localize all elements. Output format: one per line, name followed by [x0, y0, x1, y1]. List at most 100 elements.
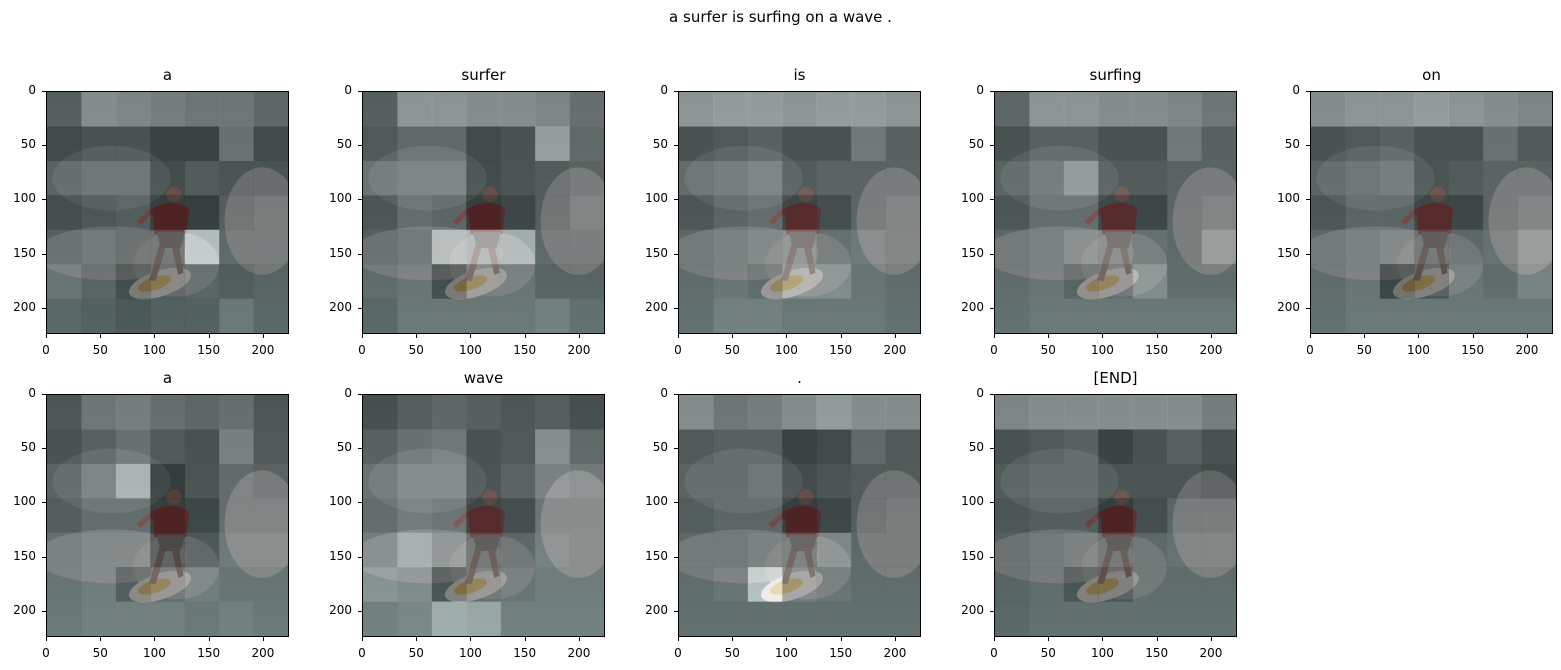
attention-cell — [115, 264, 151, 299]
attention-cell — [219, 92, 254, 127]
attention-cell — [431, 395, 467, 430]
x-tick-mark — [524, 637, 526, 641]
attention-cell — [47, 463, 82, 499]
x-tick-label: 50 — [1040, 646, 1056, 660]
x-tick-mark — [1102, 334, 1104, 338]
y-tick-label: 0 — [28, 83, 36, 97]
attention-cell — [150, 463, 186, 499]
attention-cell — [466, 160, 502, 196]
x-tick-label: 200 — [1199, 646, 1223, 660]
y-tick-label: 0 — [660, 386, 668, 400]
x-tick-label: 200 — [251, 343, 275, 357]
attention-cell — [1029, 195, 1065, 231]
attention-cell — [184, 160, 220, 196]
y-tick-label: 0 — [976, 386, 984, 400]
attention-cell — [1063, 264, 1099, 299]
attention-cell — [995, 195, 1030, 231]
attention-cell — [466, 498, 502, 534]
x-tick-mark — [1102, 637, 1104, 641]
attention-cell — [1201, 298, 1236, 333]
x-tick-label: 0 — [674, 343, 682, 357]
attention-cell — [1379, 264, 1415, 299]
x-tick-label: 150 — [829, 646, 853, 660]
attention-cell — [500, 395, 536, 430]
attention-cell — [1029, 229, 1065, 265]
attention-cell — [397, 567, 433, 602]
attention-cell — [995, 229, 1030, 265]
attention-cell — [47, 160, 82, 196]
attention-cell — [150, 429, 186, 465]
attention-cell — [115, 532, 151, 568]
y-tick-mark — [358, 610, 362, 612]
attention-cell — [1029, 298, 1065, 333]
attention-cell — [1167, 429, 1202, 465]
attention-cell — [81, 298, 117, 333]
attention-cell — [1029, 264, 1065, 299]
attention-cell — [535, 126, 570, 162]
attention-cell — [466, 429, 502, 465]
attention-cell — [150, 395, 186, 430]
attention-cell — [184, 567, 220, 602]
attention-cell — [431, 298, 467, 333]
attention-cell — [1201, 498, 1236, 534]
attention-cell — [431, 601, 467, 636]
attention-cell — [995, 126, 1030, 162]
attention-cell — [253, 567, 288, 602]
attention-cell — [1517, 126, 1552, 162]
attention-cell — [253, 498, 288, 534]
y-tick-label: 200 — [645, 602, 668, 617]
attention-cell — [1345, 126, 1381, 162]
attention-cell — [431, 463, 467, 499]
attention-cell — [1483, 126, 1518, 162]
attention-panel: a 0 50 100 150 200 0 50 100 150 200 — [13, 369, 289, 660]
x-tick-label: 200 — [567, 343, 591, 357]
attention-cell — [851, 567, 886, 602]
attention-cell — [1167, 195, 1202, 231]
attention-cell — [569, 195, 604, 231]
attention-cell — [253, 601, 288, 636]
x-tick-mark — [894, 334, 896, 338]
y-tick-label: 100 — [961, 191, 984, 206]
attention-cell — [1517, 298, 1552, 333]
x-tick-label: 200 — [1515, 343, 1539, 357]
y-tick-mark — [990, 253, 994, 255]
attention-cell — [885, 264, 920, 299]
attention-cell — [1029, 463, 1065, 499]
attention-cell — [782, 601, 818, 636]
attention-image — [678, 394, 921, 637]
y-tick-mark — [674, 610, 678, 612]
attention-cell — [1063, 463, 1099, 499]
attention-cell — [569, 298, 604, 333]
attention-cell — [1098, 229, 1134, 265]
attention-cell — [115, 195, 151, 231]
attention-cell — [1448, 195, 1484, 231]
attention-cell — [851, 395, 886, 430]
x-tick-mark — [1048, 334, 1050, 338]
x-tick-mark — [1156, 637, 1158, 641]
attention-cell — [1132, 601, 1168, 636]
attention-cell — [1201, 429, 1236, 465]
x-tick-mark — [786, 637, 788, 641]
attention-image — [362, 91, 605, 334]
attention-cell — [1167, 92, 1202, 127]
x-tick-label: 100 — [1091, 646, 1114, 660]
y-tick-label: 200 — [13, 299, 36, 314]
attention-cell — [713, 498, 749, 534]
attention-cell — [851, 498, 886, 534]
x-tick-mark — [524, 334, 526, 338]
attention-cell — [747, 463, 783, 499]
attention-cell — [1201, 126, 1236, 162]
y-tick-mark — [358, 253, 362, 255]
attention-cell — [569, 463, 604, 499]
y-tick-mark — [1306, 307, 1310, 309]
x-tick-label: 100 — [143, 646, 166, 660]
attention-cell — [47, 195, 82, 231]
attention-cell — [81, 395, 117, 430]
attention-cell — [184, 195, 220, 231]
x-tick-label: 0 — [42, 343, 50, 357]
attention-cell — [851, 532, 886, 568]
y-tick-label: 50 — [336, 440, 352, 455]
y-tick-mark — [674, 394, 678, 395]
panel-title: surfer — [461, 66, 506, 84]
y-tick-label: 200 — [1277, 299, 1300, 314]
